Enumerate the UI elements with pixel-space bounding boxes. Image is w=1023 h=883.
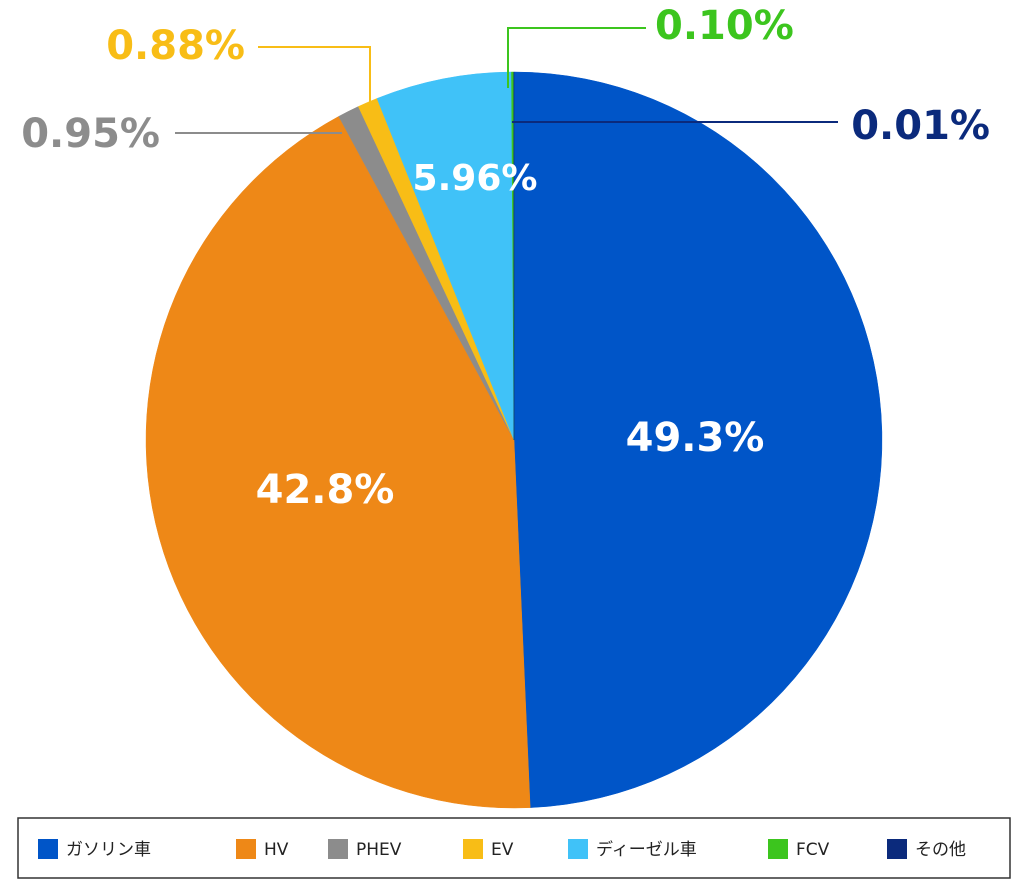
value-label: 5.96%: [413, 158, 538, 199]
value-label: 0.95%: [21, 111, 160, 157]
legend-swatch: [887, 839, 907, 859]
leader-line: [507, 27, 646, 88]
legend-label: FCV: [796, 840, 830, 860]
value-label: 0.88%: [106, 23, 245, 69]
legend-swatch: [463, 839, 483, 859]
value-label: 42.8%: [256, 467, 395, 513]
value-label: 49.3%: [626, 415, 765, 461]
legend-label: その他: [915, 840, 966, 860]
legend-swatch: [38, 839, 58, 859]
legend-label: ディーゼル車: [596, 839, 697, 860]
legend-label: HV: [264, 840, 289, 860]
legend-label: EV: [491, 840, 514, 860]
legend-swatch: [568, 839, 588, 859]
legend-box: [17, 817, 1011, 879]
legend-swatch: [768, 839, 788, 859]
legend-label: ガソリン車: [66, 840, 151, 860]
value-label: 0.01%: [851, 103, 990, 149]
labels: 49.3% 42.8% 0.95% 0.88% 5.96% 0.10% 0.01%: [21, 3, 990, 513]
value-label: 0.10%: [655, 3, 794, 49]
pie: [145, 71, 883, 809]
legend-label: PHEV: [356, 840, 402, 860]
pie-slice: [513, 71, 883, 808]
pie-slice: [145, 116, 531, 809]
legend-swatch: [236, 839, 256, 859]
leader-line: [258, 46, 371, 110]
legend-swatch: [328, 839, 348, 859]
legend: ガソリン車 HV PHEV EV ディーゼル車 FCV その他: [38, 839, 966, 860]
